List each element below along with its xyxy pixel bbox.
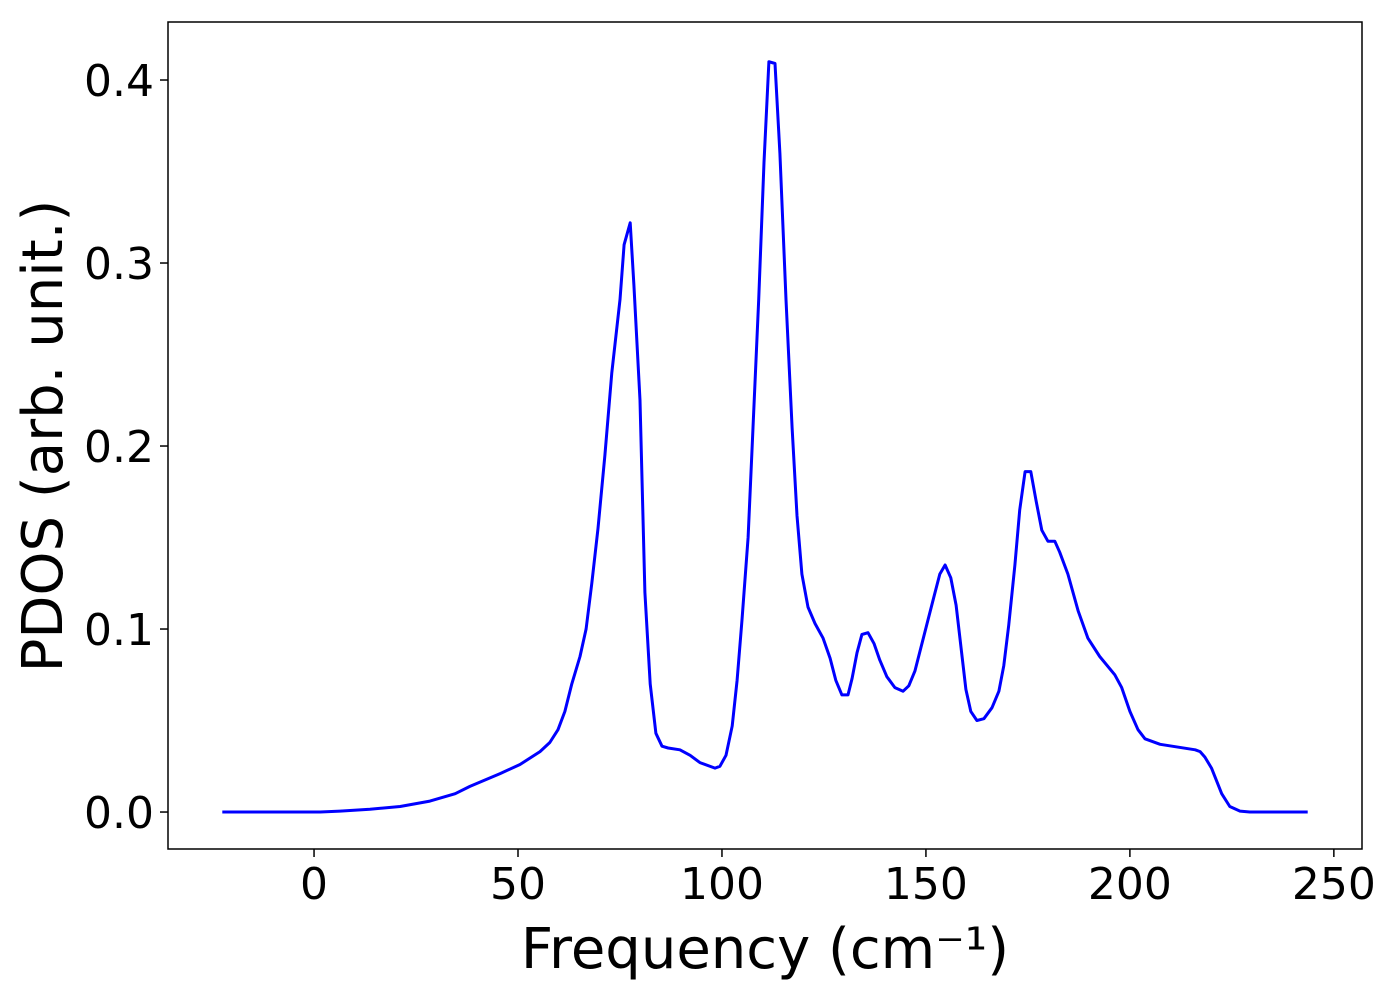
x-axis-label: Frequency (cm⁻¹) [521, 917, 1009, 982]
y-tick-label: 0.4 [84, 56, 154, 107]
y-tick-label: 0.1 [84, 605, 154, 656]
plot-frame [167, 21, 1363, 850]
x-tick-label: 200 [1088, 859, 1172, 910]
x-tick-label: 0 [300, 859, 328, 910]
data-line [222, 60, 1308, 814]
y-axis-label: PDOS (arb. unit.) [11, 200, 76, 673]
x-tick-label: 100 [680, 859, 764, 910]
y-tick-label: 0.2 [84, 422, 154, 473]
y-tick-label: 0.0 [84, 788, 154, 839]
x-tick-label: 250 [1292, 859, 1376, 910]
x-tick-label: 50 [490, 859, 546, 910]
x-tick-label: 150 [884, 859, 968, 910]
y-tick-label: 0.3 [84, 239, 154, 290]
